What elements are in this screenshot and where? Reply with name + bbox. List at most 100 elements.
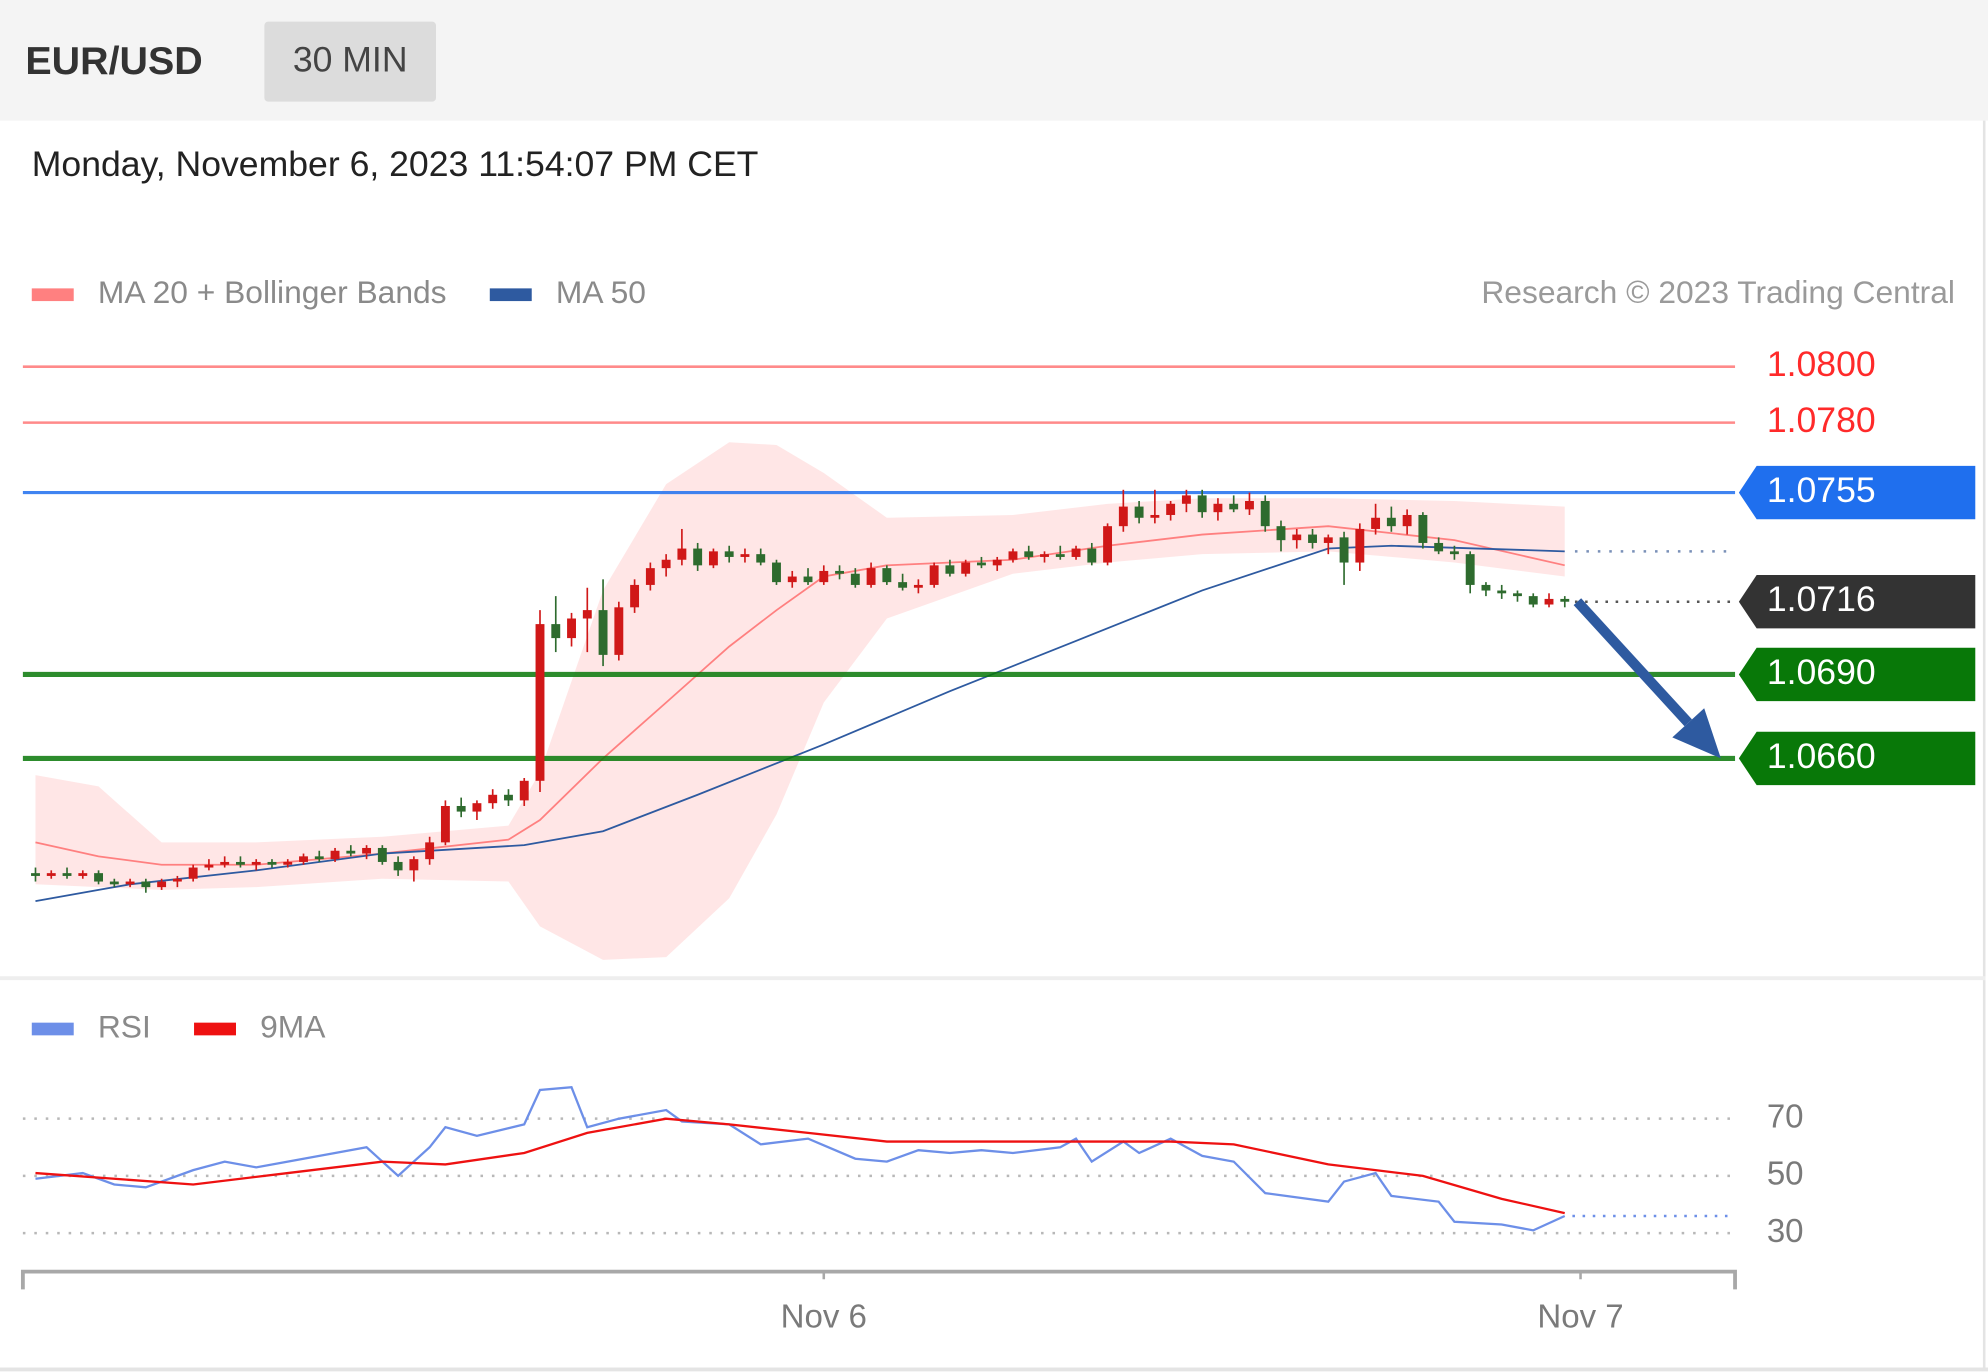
symbol: EUR/USD [25,39,202,83]
candle-body [31,873,40,876]
candle-body [188,867,198,879]
level-tag [1738,465,1976,520]
candle-body [1229,503,1239,510]
candle-body [1134,506,1144,518]
candle-body [1544,598,1554,605]
candle-body [141,881,151,888]
candle-body [299,856,308,862]
candle-body [1371,517,1381,529]
candle-body [125,881,135,885]
candle-body [62,873,72,876]
plot-layer: MA 20 + Bollinger Bands MA 50 1.0800 1.0780… [20,274,1976,1334]
candle-body [582,610,592,619]
legend-swatch [489,288,532,302]
legend-swatch [31,1022,74,1036]
candle-body [1024,551,1034,557]
candle-body [519,780,529,801]
bollinger-band [35,442,1565,960]
candle-body [425,842,435,860]
x-tick-label: Nov 6 [781,1297,867,1334]
candle-body [283,861,293,865]
candle-body [157,881,167,888]
candle-body [267,861,277,865]
level-label: 1.0755 [1767,470,1876,510]
candle-body [330,850,340,860]
level-label: 1.0780 [1767,400,1876,440]
legend-label: MA 50 [556,274,646,310]
candle-body [882,568,892,583]
candle-body [661,559,671,569]
candle-body [1449,551,1459,555]
candle-body [1166,503,1176,515]
candle-body [835,570,844,574]
y-tick-label: 70 [1767,1097,1804,1134]
candle-body [488,794,498,804]
candle-body [1087,548,1097,563]
level-label: 1.0800 [1767,344,1876,384]
legend-swatch [194,1022,236,1036]
candle-body [472,803,482,812]
credit: Research © 2023 Trading Central [1481,274,1955,310]
line-series [35,1085,1566,1232]
candle-body [94,873,104,882]
level-label: 1.0660 [1767,736,1876,776]
candle-body [677,548,687,560]
legend-label: 9MA [260,1008,326,1044]
candle-body [1434,542,1444,552]
candle-body [377,847,387,862]
forecast-arrow [1573,598,1693,727]
candle-body [992,559,1002,566]
candle-body [1118,506,1128,527]
candle-body [1260,500,1270,527]
candle-body [945,565,955,574]
level-tag [1738,647,1976,702]
candle-body [1339,537,1349,563]
candle-body [929,565,939,585]
candle-body [756,554,766,563]
candle-body [1040,554,1049,557]
level-label: 1.0690 [1767,652,1876,692]
candle-body [1308,534,1317,543]
candle-body [724,551,734,557]
candle-body [850,573,860,585]
candle-body [1213,503,1223,513]
candle-body [346,850,356,854]
candle-body [204,864,214,868]
moving-average [35,544,1565,902]
candle-body [362,847,372,854]
candle-body [976,562,986,566]
candle-body [708,551,718,566]
y-tick-label: 30 [1767,1212,1804,1249]
candle-body [772,562,781,583]
candle-body [409,859,419,871]
candle-body [645,568,655,585]
candle-body [1465,554,1475,585]
candle-body [803,576,813,583]
legend-label: RSI [98,1008,151,1044]
candle-body [393,861,403,871]
candle-body [1497,590,1507,594]
candle-body [913,584,923,588]
candle-body [1418,514,1428,543]
candle-body [1323,537,1333,543]
candle-body [1560,598,1570,602]
candle-body [1402,514,1412,527]
candle-body [819,570,829,583]
candle-body [1481,584,1491,591]
candle-body [961,562,971,574]
candle-body [866,568,876,585]
interval: 30 MIN [293,40,408,80]
level-tag [1738,731,1976,786]
candle-body [1008,551,1018,560]
candle-body [535,624,545,781]
candle-body [1245,500,1254,510]
candle-body [251,861,261,865]
x-tick-label: Nov 7 [1537,1297,1623,1334]
candle-body [1386,517,1396,527]
candle-body [1528,596,1538,605]
candle-body [1181,495,1191,504]
candle-body [235,861,245,865]
candle-body [630,584,640,608]
